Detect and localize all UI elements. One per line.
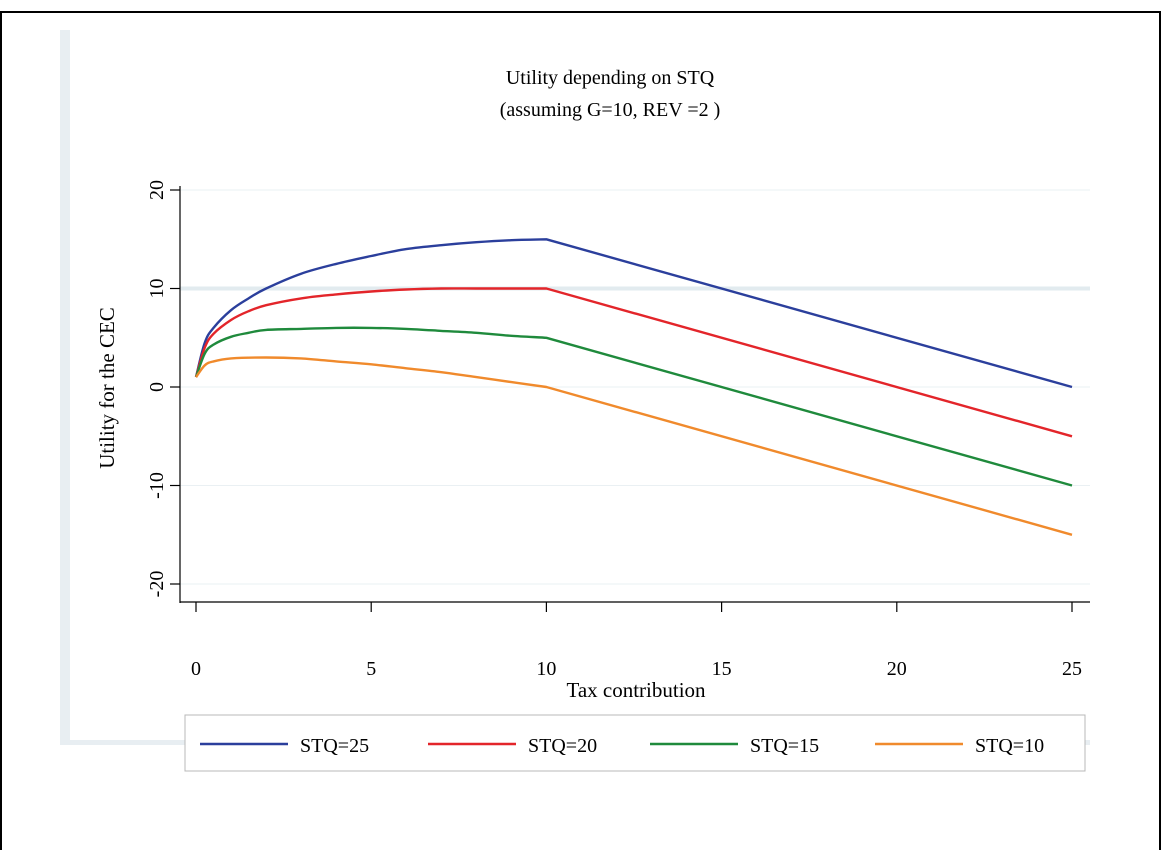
x-tick-label-5: 5 xyxy=(366,658,376,680)
series-line-stq-25 xyxy=(194,238,1073,389)
chart-title: Utility depending on STQ xyxy=(506,67,715,89)
chart-subtitle: (assuming G=10, REV =2 ) xyxy=(500,99,721,121)
x-tick-label-10: 10 xyxy=(536,658,556,680)
y-tick-label-10: 10 xyxy=(146,279,168,299)
x-tick-label-15: 15 xyxy=(712,658,732,680)
series-line-stq-20 xyxy=(194,287,1073,438)
y-tick-label--10: -10 xyxy=(146,472,168,499)
legend: STQ=25 STQ=20 STQ=15 STQ=10 xyxy=(184,714,1086,772)
legend-label-2: STQ=20 xyxy=(528,735,597,757)
graph-region-left-edge xyxy=(60,30,70,745)
y-tick-label-0: 0 xyxy=(146,382,168,392)
x-tick-label-0: 0 xyxy=(191,658,201,680)
legend-label-3: STQ=15 xyxy=(750,735,819,757)
legend-label-4: STQ=10 xyxy=(975,735,1044,757)
series-line-stq-15 xyxy=(194,326,1073,487)
x-tick-label-25: 25 xyxy=(1062,658,1082,680)
y-tick-label--20: -20 xyxy=(146,571,168,598)
series-line-stq-10 xyxy=(195,356,1073,536)
x-tick-label-20: 20 xyxy=(887,658,907,680)
plot-area: -20 -10 0 10 20 0 5 10 15 20 25 xyxy=(146,180,1090,680)
y-axis-title: Utility for the CEC xyxy=(95,307,119,469)
y-tick-label-20: 20 xyxy=(146,180,168,200)
legend-label-1: STQ=25 xyxy=(300,735,369,757)
x-axis-title: Tax contribution xyxy=(566,678,706,702)
